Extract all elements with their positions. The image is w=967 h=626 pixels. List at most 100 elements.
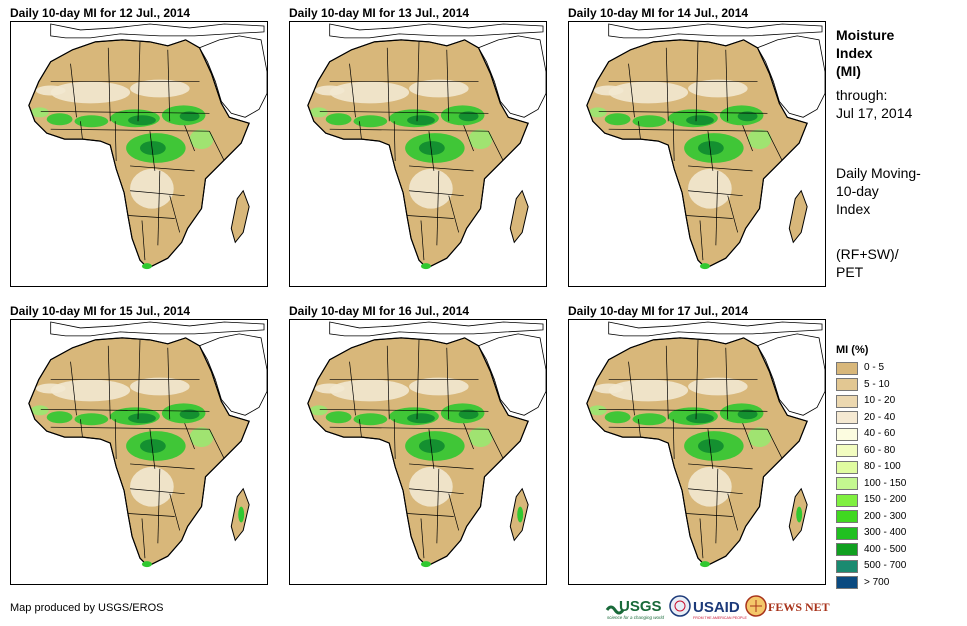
legend-item: 10 - 20 xyxy=(836,393,961,410)
country-border xyxy=(686,215,733,219)
moisture-region xyxy=(325,113,352,126)
country-border xyxy=(488,429,504,460)
moisture-region xyxy=(46,411,73,424)
svg-text:USGS: USGS xyxy=(619,598,662,615)
legend-item: > 700 xyxy=(836,575,961,592)
country-border xyxy=(409,190,464,197)
legend-label: 80 - 100 xyxy=(864,461,901,473)
country-border xyxy=(672,121,675,161)
country-border xyxy=(699,518,704,559)
country-border xyxy=(420,518,425,559)
country-border xyxy=(448,493,460,531)
legend-item: 0 - 5 xyxy=(836,360,961,377)
cape-wet-region xyxy=(420,263,431,270)
moisture-region xyxy=(458,409,479,420)
country-border xyxy=(420,220,425,261)
country-border xyxy=(699,220,704,261)
middle-east-outline xyxy=(477,35,546,118)
country-border xyxy=(149,429,156,469)
moisture-region xyxy=(353,115,388,128)
moisture-region xyxy=(697,439,724,453)
country-border xyxy=(130,190,185,197)
country-border xyxy=(407,513,454,517)
legend-item: 300 - 400 xyxy=(836,525,961,542)
country-border xyxy=(167,347,171,420)
country-border xyxy=(141,220,146,261)
moisture-region xyxy=(458,111,479,122)
country-border xyxy=(767,429,783,460)
middle-east-outline xyxy=(198,333,267,416)
country-border xyxy=(608,426,768,430)
country-border xyxy=(688,488,743,495)
moisture-region xyxy=(604,411,631,424)
legend-swatch xyxy=(836,510,858,524)
fews-net-logo: FEWS NET xyxy=(745,595,830,617)
legend-label: 10 - 20 xyxy=(864,395,896,407)
country-border xyxy=(349,63,356,118)
moisture-region xyxy=(309,107,328,118)
country-border xyxy=(688,190,743,197)
country-border xyxy=(688,463,753,470)
country-border xyxy=(157,170,161,246)
country-border xyxy=(409,488,464,495)
country-border xyxy=(349,361,356,416)
moisture-region xyxy=(314,383,345,394)
country-border xyxy=(448,195,460,233)
moisture-index-overlay xyxy=(30,377,214,507)
legend-swatch xyxy=(836,361,858,375)
moisture-index-overlay xyxy=(588,79,772,209)
country-border xyxy=(319,408,489,412)
moisture-region xyxy=(409,168,453,209)
credit-text: Map produced by USGS/EROS xyxy=(10,602,164,614)
country-border xyxy=(409,463,474,470)
country-border xyxy=(70,361,77,416)
legend-label: 150 - 200 xyxy=(864,494,907,506)
cape-wet-region xyxy=(420,561,431,568)
moisture-region xyxy=(632,413,667,426)
legend-label: 60 - 80 xyxy=(864,444,896,456)
country-border xyxy=(598,110,768,114)
country-border xyxy=(416,339,420,420)
legend-swatch xyxy=(836,394,858,408)
moisture-region xyxy=(737,409,758,420)
africa-map xyxy=(586,23,825,270)
country-border xyxy=(80,419,83,438)
moisture-region xyxy=(688,79,748,98)
moisture-region xyxy=(697,141,724,155)
country-border xyxy=(598,408,768,412)
legend-item: 20 - 40 xyxy=(836,410,961,427)
country-border xyxy=(80,121,83,140)
moisture-region xyxy=(688,466,732,507)
cape-wet-region xyxy=(141,263,152,270)
middle-east-outline xyxy=(756,35,825,118)
country-border xyxy=(167,49,171,122)
moisture-region xyxy=(130,168,174,209)
country-border xyxy=(665,47,669,122)
africa-map xyxy=(586,321,825,568)
africa-coastline xyxy=(586,39,808,269)
moisture-region xyxy=(409,79,469,98)
usaid-logo: USAID FROM THE AMERICAN PEOPLE xyxy=(669,595,747,620)
africa-coastline xyxy=(28,39,250,269)
map-panel-3 xyxy=(568,21,826,287)
usaid-seal-icon xyxy=(669,595,691,617)
map-panel-1 xyxy=(10,21,268,287)
europe-outline xyxy=(608,321,823,337)
moisture-region xyxy=(409,466,453,507)
country-border xyxy=(715,468,719,544)
legend-item: 100 - 150 xyxy=(836,476,961,493)
madagascar-wet-region xyxy=(796,506,803,523)
country-border xyxy=(329,128,489,132)
moisture-region xyxy=(128,413,156,424)
europe-outline xyxy=(50,321,265,337)
moisture-region xyxy=(130,79,190,98)
country-border xyxy=(107,345,111,420)
country-border xyxy=(665,345,669,420)
moisture-region xyxy=(130,377,190,396)
panel-title-2: Daily 10-day MI for 13 Jul., 2014 xyxy=(289,6,470,20)
country-border xyxy=(727,493,739,531)
legend-label: > 700 xyxy=(864,576,890,588)
country-border xyxy=(446,347,450,420)
country-border xyxy=(707,429,714,469)
country-border xyxy=(686,513,733,517)
